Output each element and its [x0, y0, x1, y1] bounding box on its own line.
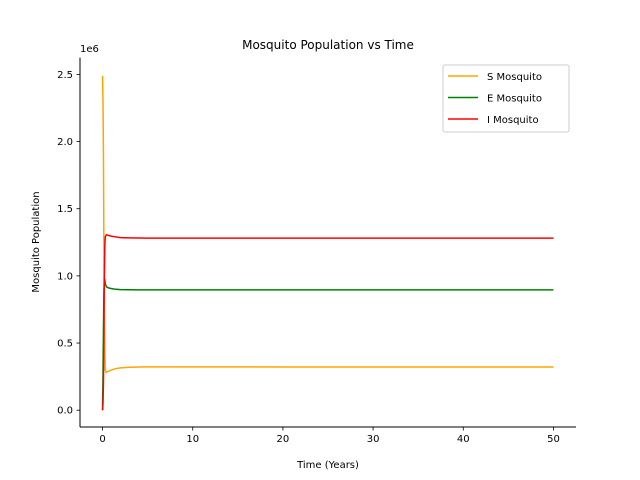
plot-lines	[101, 75, 554, 411]
y-multiplier-label: 1e6	[80, 44, 99, 55]
y-ticks: 0.0 0.5 1.0 1.5 2.0 2.5	[57, 70, 80, 417]
x-tick-label: 10	[186, 434, 199, 445]
legend: S Mosquito E Mosquito I Mosquito	[442, 64, 570, 133]
legend-label-e-mosquito: E Mosquito	[487, 94, 542, 105]
chart-title: Mosquito Population vs Time	[242, 38, 414, 52]
y-axis-label: Mosquito Population	[31, 191, 42, 292]
y-tick-label: 2.5	[57, 70, 73, 81]
x-tick-label: 0	[99, 434, 105, 445]
axes	[79, 57, 576, 428]
y-tick-label: 1.0	[57, 271, 73, 282]
x-axis-label: Time (Years)	[296, 460, 359, 471]
x-tick-label: 20	[277, 434, 290, 445]
x-tick-label: 40	[457, 434, 470, 445]
x-ticks: 0 10 20 30 40 50	[99, 427, 560, 445]
x-tick-label: 50	[547, 434, 560, 445]
x-tick-label: 30	[367, 434, 380, 445]
y-tick-label: 0.0	[57, 406, 73, 417]
y-tick-label: 2.0	[57, 137, 73, 148]
legend-label-s-mosquito: S Mosquito	[487, 72, 542, 83]
y-tick-label: 1.5	[57, 204, 73, 215]
y-tick-label: 0.5	[57, 339, 73, 350]
series-line-i-mosquito	[101, 234, 554, 411]
legend-label-i-mosquito: I Mosquito	[487, 115, 539, 126]
legend-box	[442, 64, 570, 133]
